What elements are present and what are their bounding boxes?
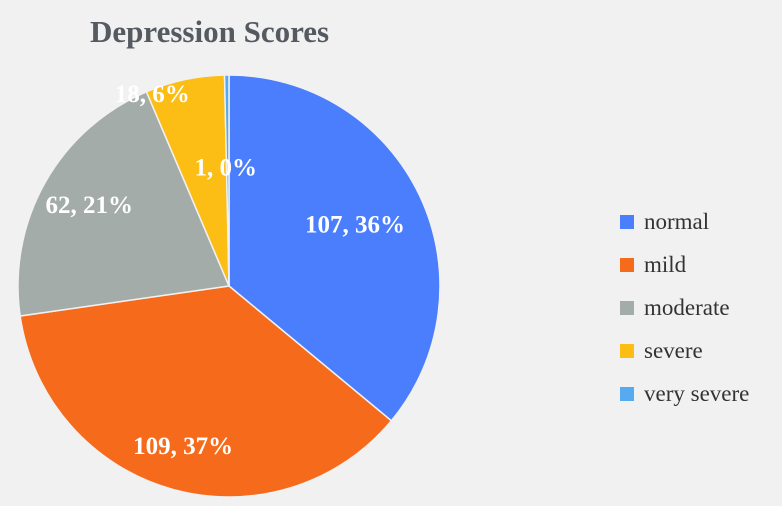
legend-swatch-moderate xyxy=(620,300,634,315)
data-label-mild: 109, 37% xyxy=(133,433,233,460)
legend-label-mild: mild xyxy=(644,251,687,277)
legend-swatch-normal xyxy=(620,214,634,229)
legend-item-mild: mild xyxy=(620,243,749,286)
legend-item-severe: severe xyxy=(620,329,749,372)
legend-item-moderate: moderate xyxy=(620,286,749,329)
data-label-very-severe: 1, 0% xyxy=(195,155,258,182)
legend-swatch-mild xyxy=(620,257,634,272)
pie-slice-moderate xyxy=(17,90,231,317)
legend-item-very-severe: very severe xyxy=(620,372,749,415)
pie-slice-very-severe xyxy=(223,74,230,287)
pie-slice-mild xyxy=(19,285,393,498)
legend: normal mild moderate severe very severe xyxy=(620,200,749,415)
legend-label-very-severe: very severe xyxy=(644,380,750,406)
data-label-moderate: 62, 21% xyxy=(46,192,134,219)
pie-slice-normal xyxy=(228,74,441,422)
pie-data-labels: 107, 36% 109, 37% 62, 21% 18, 6% 1, 0% xyxy=(46,81,406,460)
legend-label-severe: severe xyxy=(644,337,703,363)
data-label-normal: 107, 36% xyxy=(305,212,405,239)
legend-label-normal: normal xyxy=(644,208,710,234)
pie-slices xyxy=(17,74,441,498)
legend-label-moderate: moderate xyxy=(644,294,730,320)
legend-swatch-very-severe xyxy=(620,386,634,401)
legend-swatch-severe xyxy=(620,343,634,358)
chart-title: Depression Scores xyxy=(90,14,330,49)
data-label-severe: 18, 6% xyxy=(115,81,190,108)
legend-item-normal: normal xyxy=(620,200,749,243)
